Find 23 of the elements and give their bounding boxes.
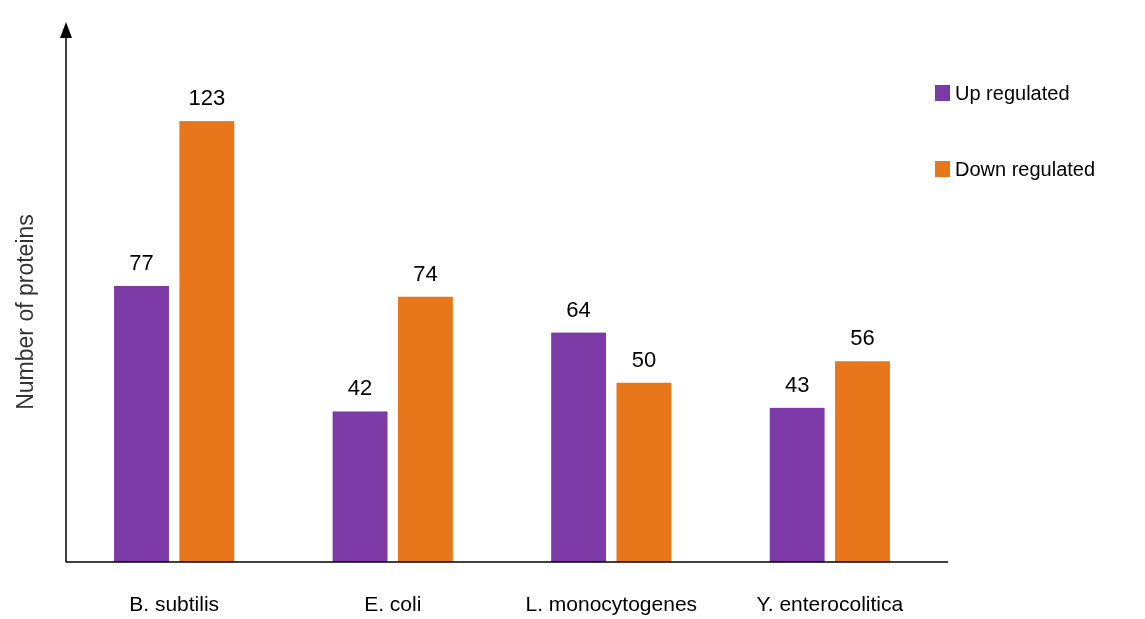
x-tick-label: L. monocytogenes — [525, 592, 698, 615]
bar — [397, 296, 453, 562]
bar — [332, 411, 388, 562]
legend-label: Down regulated — [955, 158, 1096, 180]
data-label: 42 — [347, 375, 373, 401]
bar — [616, 382, 672, 562]
bar — [114, 285, 169, 562]
x-tick-label: E. coli — [364, 592, 422, 615]
x-tick-label: B. subtilis — [129, 592, 220, 615]
data-label: 64 — [566, 296, 591, 322]
data-label: 123 — [188, 85, 226, 111]
data-label: 77 — [129, 249, 154, 275]
data-label: 56 — [850, 325, 875, 351]
data-label: 74 — [413, 260, 438, 286]
bar — [551, 332, 607, 562]
bar — [769, 407, 825, 562]
legend-label: Up regulated — [955, 82, 1070, 104]
data-label: 43 — [784, 371, 810, 397]
y-axis-title: Number of proteins — [12, 214, 38, 410]
data-label: 50 — [631, 346, 657, 372]
bar — [179, 121, 235, 562]
bar — [835, 361, 890, 562]
x-tick-label: Y. enterocolitica — [756, 592, 904, 615]
